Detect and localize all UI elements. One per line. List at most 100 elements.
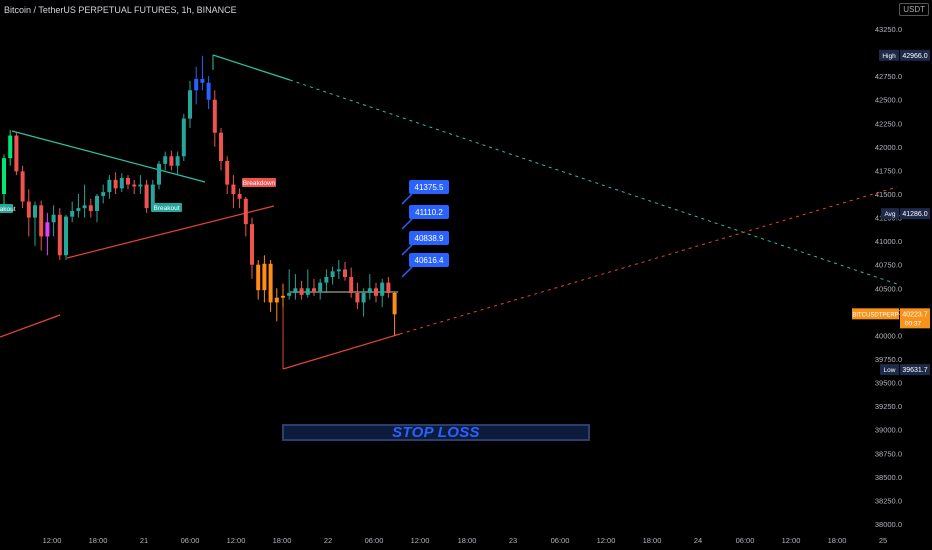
candle xyxy=(157,161,161,190)
candle-body xyxy=(188,90,192,119)
candle xyxy=(274,288,279,322)
candle xyxy=(349,267,354,298)
candle-body xyxy=(361,293,366,303)
symbol-title: Bitcoin / TetherUS PERPETUAL FUTURES, 1h… xyxy=(4,5,237,15)
y-tick-label: 39000.0 xyxy=(875,426,902,435)
y-tick-label: 39250.0 xyxy=(875,402,902,411)
x-tick-label: 25 xyxy=(879,536,887,545)
y-tick-label: 43250.0 xyxy=(875,25,902,34)
target-box xyxy=(409,253,449,267)
x-tick-label: 23 xyxy=(509,536,517,545)
candle xyxy=(200,55,205,91)
candle-body xyxy=(268,263,273,303)
candle xyxy=(113,172,118,194)
candle xyxy=(324,269,329,293)
candle-body xyxy=(39,205,44,237)
signal-box xyxy=(242,178,276,187)
candle-body xyxy=(95,195,99,211)
candle xyxy=(169,150,174,171)
low-value: 39631.7 xyxy=(902,367,927,374)
candle-body xyxy=(64,216,68,256)
candle xyxy=(163,151,168,171)
candle-body xyxy=(138,184,143,187)
target-callout: 40616.4 xyxy=(401,253,449,278)
candle xyxy=(144,179,149,213)
trendline-red-support xyxy=(66,205,275,259)
candle-body xyxy=(200,78,205,83)
candle-body xyxy=(355,293,360,303)
trendline-teal-dashed xyxy=(289,79,898,285)
candle xyxy=(293,274,298,300)
symbol-label: BITCUSDTPERP xyxy=(852,312,898,318)
candle-body xyxy=(26,201,31,218)
target-label: 41375.5 xyxy=(415,183,444,192)
candle xyxy=(95,194,99,223)
y-tick-label: 40500.0 xyxy=(875,284,902,293)
candle-body xyxy=(250,224,254,265)
candle xyxy=(361,288,366,317)
candle-body xyxy=(144,184,149,209)
current-price-tag: BITCUSDTPERP 40223.7 00:37 xyxy=(852,308,930,329)
candle xyxy=(206,76,211,110)
target-label: 41110.2 xyxy=(415,208,443,217)
candle-body xyxy=(20,171,25,202)
candle-body xyxy=(194,78,199,91)
y-tick-label: 41000.0 xyxy=(875,237,902,246)
y-tick-label: 42000.0 xyxy=(875,143,902,152)
avg-tag: Avg 41286.0 xyxy=(881,208,930,220)
candle-body xyxy=(225,161,230,185)
avg-label-bg xyxy=(881,208,899,220)
y-tick-label: 40000.0 xyxy=(875,331,902,340)
target-callout: 41375.5 xyxy=(401,180,449,205)
candle xyxy=(70,201,75,223)
y-tick-label: 42750.0 xyxy=(875,72,902,81)
candle-body xyxy=(45,222,50,237)
x-tick-label: 06:00 xyxy=(736,536,755,545)
y-tick-label: 38250.0 xyxy=(875,496,902,505)
avg-value: 41286.0 xyxy=(902,211,927,218)
candle-body xyxy=(76,208,81,211)
x-tick-label: 18:00 xyxy=(458,536,477,545)
low-label-bg xyxy=(880,364,899,376)
target-label: 40616.4 xyxy=(415,256,444,265)
candle xyxy=(88,198,93,218)
target-label: 40838.9 xyxy=(415,234,444,243)
currency-badge[interactable]: USDT xyxy=(899,3,929,16)
candle-body xyxy=(8,135,13,159)
countdown-value: 00:37 xyxy=(905,320,922,327)
y-tick-label: 38500.0 xyxy=(875,473,902,482)
x-tick-label: 12:00 xyxy=(43,536,62,545)
candle xyxy=(318,278,323,300)
candle xyxy=(8,129,13,166)
candle-body xyxy=(324,276,329,283)
candle-body xyxy=(318,282,323,292)
candle-body xyxy=(219,132,223,161)
candle-body xyxy=(212,99,217,133)
price-value: 40223.7 xyxy=(902,311,927,318)
candle-body xyxy=(2,158,6,194)
signal-label: Breakdown xyxy=(243,180,276,187)
candle-body xyxy=(281,295,285,298)
y-tick-label: 39500.0 xyxy=(875,379,902,388)
x-tick-label: 18:00 xyxy=(89,536,108,545)
target-callouts: 41375.5 41110.2 40838.9 40616.4 xyxy=(401,180,449,278)
candle-body xyxy=(243,198,248,225)
candle-body xyxy=(169,156,174,166)
candle xyxy=(181,113,186,161)
trendline-teal-solid xyxy=(212,54,291,81)
x-tick-label: 18:00 xyxy=(643,536,662,545)
candle xyxy=(256,260,261,300)
y-tick-label: 38000.0 xyxy=(875,520,902,529)
x-tick-label: 06:00 xyxy=(551,536,570,545)
candle xyxy=(119,173,124,193)
high-tag: High 42966.0 xyxy=(879,49,930,61)
low-value-bg xyxy=(900,364,930,376)
candle xyxy=(39,200,44,251)
candle xyxy=(262,255,267,303)
candle-body xyxy=(132,184,137,187)
candle xyxy=(57,208,62,260)
signal-label: Breakout xyxy=(0,206,16,213)
candle xyxy=(76,194,81,218)
